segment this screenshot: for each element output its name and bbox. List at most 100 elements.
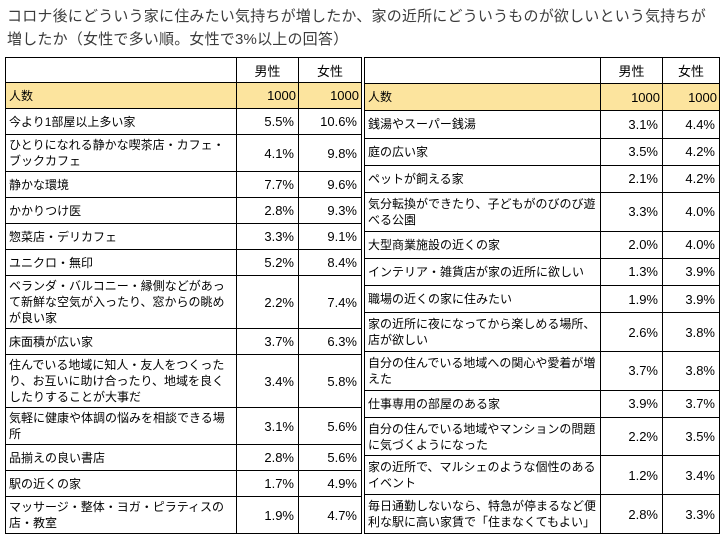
housing-preference-table: 男性 女性 人数 1000 1000 今より1部屋以上多い家 5.5% 10.6% ひとりになれ… bbox=[5, 57, 362, 534]
row-male-cell: 3.7% bbox=[600, 350, 663, 391]
table-row: ペットが飼える家 2.1% 4.2% bbox=[364, 164, 720, 193]
row-label-cell: 大型商業施設の近くの家 bbox=[364, 230, 601, 259]
row-label-cell: 自分の住んでいる地域への関心や愛着が増えた bbox=[364, 350, 601, 391]
count-male-cell: 1000 bbox=[236, 82, 299, 109]
table-row: 銭湯やスーパー銭湯 3.1% 4.4% bbox=[364, 110, 720, 139]
row-male-cell: 2.8% bbox=[236, 444, 299, 471]
header-female-cell: 女性 bbox=[662, 56, 720, 85]
row-label-cell: 駅の近くの家 bbox=[5, 470, 237, 497]
page-title: コロナ後にどういう家に住みたい気持ちが増したか、家の近所にどういうものが欲しいと… bbox=[7, 8, 706, 48]
row-female-cell: 4.7% bbox=[298, 496, 362, 534]
row-male-cell: 3.3% bbox=[236, 223, 299, 250]
table-row: 床面積が広い家 3.7% 6.3% bbox=[5, 328, 362, 355]
row-male-cell: 3.1% bbox=[236, 407, 299, 445]
row-male-cell: 1.9% bbox=[236, 496, 299, 534]
row-label-cell: 庭の広い家 bbox=[364, 137, 601, 166]
row-male-cell: 3.7% bbox=[236, 328, 299, 355]
row-female-cell: 5.6% bbox=[298, 444, 362, 471]
row-female-cell: 9.6% bbox=[298, 171, 362, 198]
row-label-cell: 銭湯やスーパー銭湯 bbox=[364, 110, 601, 139]
table-row: マッサージ・整体・ヨガ・ピラティスの店・教室 1.9% 4.7% bbox=[5, 496, 362, 534]
tables-container: 男性 女性 人数 1000 1000 今より1部屋以上多い家 5.5% 10.6% ひとりになれ… bbox=[5, 56, 720, 534]
count-label-cell: 人数 bbox=[364, 83, 601, 112]
row-label-cell: ひとりになれる静かな喫茶店・カフェ・ブックカフェ bbox=[5, 134, 237, 172]
row-female-cell: 4.0% bbox=[662, 191, 720, 232]
header-label-cell bbox=[5, 57, 237, 83]
row-male-cell: 1.9% bbox=[600, 284, 663, 314]
row-label-cell: 気分転換ができたり、子どもがのびのび遊べる公園 bbox=[364, 191, 601, 232]
row-male-cell: 2.8% bbox=[600, 494, 663, 534]
row-label-cell: 家の近所で、マルシェのような個性のあるイベント bbox=[364, 455, 601, 496]
row-female-cell: 3.5% bbox=[662, 416, 720, 457]
header-female-cell: 女性 bbox=[298, 57, 362, 83]
row-female-cell: 5.6% bbox=[298, 407, 362, 445]
table-row: 毎日通勤しないなら、特急が停まるなど便利な駅に高い家賃で「住まなくてもよい」 2.… bbox=[364, 494, 720, 534]
row-label-cell: 家の近所に夜になってから楽しめる場所、店が欲しい bbox=[364, 312, 601, 352]
row-label-cell: マッサージ・整体・ヨガ・ピラティスの店・教室 bbox=[5, 496, 237, 534]
header-label-cell bbox=[364, 56, 601, 85]
count-row: 人数 1000 1000 bbox=[364, 83, 720, 112]
row-male-cell: 3.9% bbox=[600, 389, 663, 418]
row-female-cell: 4.0% bbox=[662, 230, 720, 259]
row-label-cell: 職場の近くの家に住みたい bbox=[364, 284, 601, 314]
row-female-cell: 4.4% bbox=[662, 110, 720, 139]
row-female-cell: 4.2% bbox=[662, 137, 720, 166]
row-male-cell: 2.8% bbox=[236, 197, 299, 224]
row-female-cell: 5.8% bbox=[298, 354, 362, 408]
row-label-cell: ユニクロ・無印 bbox=[5, 249, 237, 276]
row-male-cell: 3.1% bbox=[600, 110, 663, 139]
table-row: 家の近所で、マルシェのような個性のあるイベント 1.2% 3.4% bbox=[364, 455, 720, 496]
row-label-cell: 住んでいる地域に知人・友人をつくったり、お互いに助け合ったり、地域を良くしたりす… bbox=[5, 354, 237, 408]
row-male-cell: 3.5% bbox=[600, 137, 663, 166]
row-female-cell: 6.3% bbox=[298, 328, 362, 355]
table-row: 大型商業施設の近くの家 2.0% 4.0% bbox=[364, 230, 720, 259]
table-row: 気軽に健康や体調の悩みを相談できる場所 3.1% 5.6% bbox=[5, 407, 362, 445]
row-female-cell: 3.9% bbox=[662, 284, 720, 314]
count-row: 人数 1000 1000 bbox=[5, 82, 362, 109]
table-row: 仕事専用の部屋のある家 3.9% 3.7% bbox=[364, 389, 720, 418]
row-label-cell: 毎日通勤しないなら、特急が停まるなど便利な駅に高い家賃で「住まなくてもよい」 bbox=[364, 494, 601, 534]
row-male-cell: 2.0% bbox=[600, 230, 663, 259]
table-row: 静かな環境 7.7% 9.6% bbox=[5, 171, 362, 198]
count-female-cell: 1000 bbox=[298, 82, 362, 109]
row-female-cell: 3.7% bbox=[662, 389, 720, 418]
row-female-cell: 3.3% bbox=[662, 494, 720, 534]
row-label-cell: 仕事専用の部屋のある家 bbox=[364, 389, 601, 418]
count-male-cell: 1000 bbox=[600, 83, 663, 112]
table-row: ひとりになれる静かな喫茶店・カフェ・ブックカフェ 4.1% 9.8% bbox=[5, 134, 362, 172]
row-male-cell: 1.3% bbox=[600, 257, 663, 286]
row-female-cell: 9.3% bbox=[298, 197, 362, 224]
table-row: 自分の住んでいる地域やマンションの問題に気づくようになった 2.2% 3.5% bbox=[364, 416, 720, 457]
row-male-cell: 2.6% bbox=[600, 312, 663, 352]
table-row: 気分転換ができたり、子どもがのびのび遊べる公園 3.3% 4.0% bbox=[364, 191, 720, 232]
header-row: 男性 女性 bbox=[364, 56, 720, 85]
row-male-cell: 3.4% bbox=[236, 354, 299, 408]
table-row: インテリア・雑貨店が家の近所に欲しい 1.3% 3.9% bbox=[364, 257, 720, 286]
row-label-cell: ペットが飼える家 bbox=[364, 164, 601, 193]
row-male-cell: 1.7% bbox=[236, 470, 299, 497]
table-row: 住んでいる地域に知人・友人をつくったり、お互いに助け合ったり、地域を良くしたりす… bbox=[5, 354, 362, 408]
row-label-cell: 床面積が広い家 bbox=[5, 328, 237, 355]
table-row: 駅の近くの家 1.7% 4.9% bbox=[5, 470, 362, 497]
row-male-cell: 7.7% bbox=[236, 171, 299, 198]
row-female-cell: 4.9% bbox=[298, 470, 362, 497]
header-row: 男性 女性 bbox=[5, 57, 362, 83]
row-label-cell: ベランダ・バルコニー・縁側などがあって新鮮な空気が入ったり、窓からの眺めが良い家 bbox=[5, 275, 237, 329]
table-row: ベランダ・バルコニー・縁側などがあって新鮮な空気が入ったり、窓からの眺めが良い家… bbox=[5, 275, 362, 329]
row-female-cell: 9.1% bbox=[298, 223, 362, 250]
header-male-cell: 男性 bbox=[236, 57, 299, 83]
row-female-cell: 3.9% bbox=[662, 257, 720, 286]
row-female-cell: 3.8% bbox=[662, 350, 720, 391]
row-female-cell: 7.4% bbox=[298, 275, 362, 329]
table-row: ユニクロ・無印 5.2% 8.4% bbox=[5, 249, 362, 276]
row-label-cell: 気軽に健康や体調の悩みを相談できる場所 bbox=[5, 407, 237, 445]
row-female-cell: 10.6% bbox=[298, 108, 362, 135]
table-row: 品揃えの良い書店 2.8% 5.6% bbox=[5, 444, 362, 471]
count-female-cell: 1000 bbox=[662, 83, 720, 112]
row-male-cell: 5.2% bbox=[236, 249, 299, 276]
row-male-cell: 4.1% bbox=[236, 134, 299, 172]
row-male-cell: 1.2% bbox=[600, 455, 663, 496]
table-row: 職場の近くの家に住みたい 1.9% 3.9% bbox=[364, 284, 720, 314]
table-row: 家の近所に夜になってから楽しめる場所、店が欲しい 2.6% 3.8% bbox=[364, 312, 720, 352]
row-female-cell: 4.2% bbox=[662, 164, 720, 193]
